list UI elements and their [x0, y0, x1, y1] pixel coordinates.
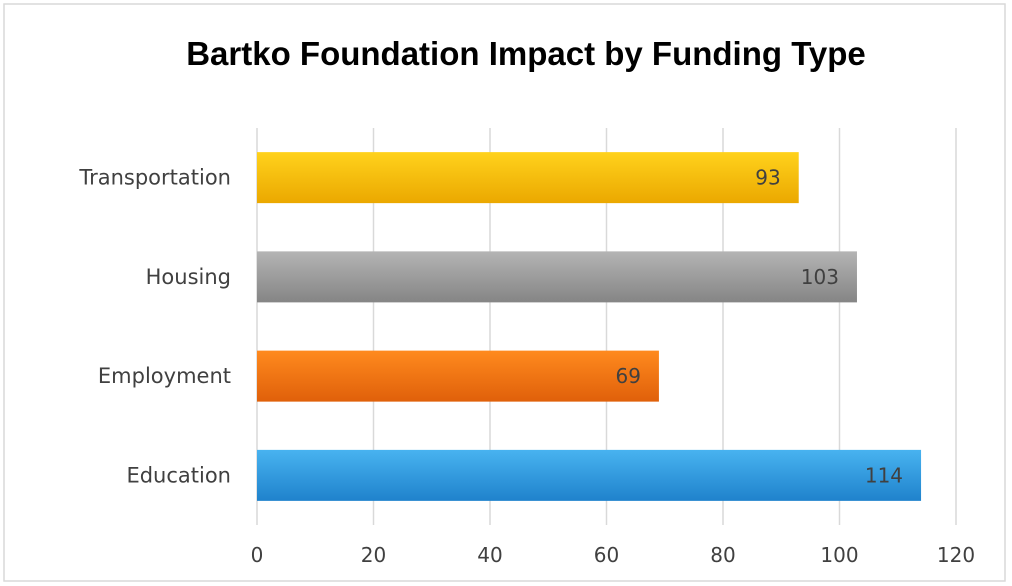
x-tick-label-3: 60	[594, 543, 619, 567]
category-label-education: Education	[126, 463, 231, 487]
bar-education	[257, 449, 922, 501]
category-label-employment: Employment	[98, 364, 231, 388]
x-tick-label-4: 80	[710, 543, 735, 567]
category-label-transportation: Transportation	[78, 166, 231, 190]
data-label-housing: 103	[801, 265, 839, 289]
chart-title: Bartko Foundation Impact by Funding Type	[186, 35, 866, 72]
x-tick-label-1: 20	[361, 543, 386, 567]
data-label-transportation: 93	[755, 166, 780, 190]
category-labels: Education Employment Housing Transportation	[78, 166, 231, 488]
data-label-education: 114	[865, 463, 903, 487]
category-label-housing: Housing	[146, 265, 231, 289]
x-tick-label-6: 120	[937, 543, 975, 567]
x-axis-tick-labels: 0 20 40 60 80 100 120	[251, 543, 975, 567]
data-label-employment: 69	[615, 364, 640, 388]
bar-transportation	[257, 152, 799, 204]
x-tick-label-5: 100	[820, 543, 858, 567]
bar-employment	[257, 350, 659, 402]
bar-housing	[257, 251, 857, 303]
x-tick-label-2: 40	[477, 543, 502, 567]
x-tick-label-0: 0	[251, 543, 264, 567]
bars: 114 69 103 93	[257, 152, 922, 501]
